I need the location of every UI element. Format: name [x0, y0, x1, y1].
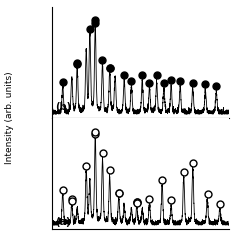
Text: (b): (b)	[55, 102, 72, 113]
Text: Intensity (arb. units): Intensity (arb. units)	[5, 72, 14, 164]
Text: (a): (a)	[55, 217, 71, 227]
